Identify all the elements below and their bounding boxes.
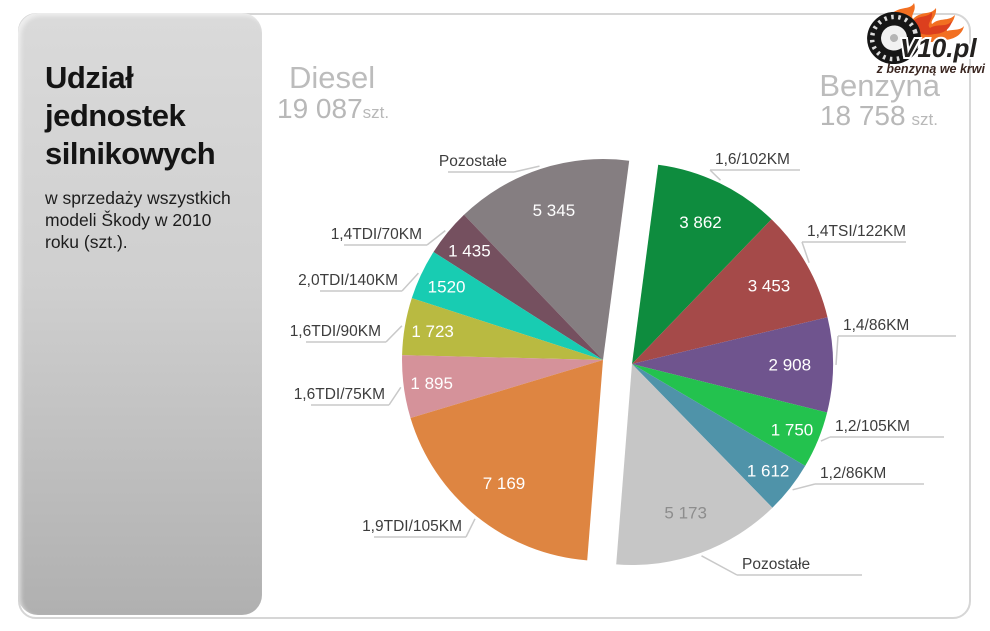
slice-label: 1,4TSI/122KM [807, 223, 906, 240]
slice-label: 1,2/105KM [835, 418, 910, 435]
slice-label: Pozostałe [439, 153, 507, 170]
slice-value-label: 5 173 [664, 503, 707, 522]
page-subtitle: w sprzedaży wszystkich modeli Škody w 20… [45, 188, 231, 253]
diesel-total: 19 087szt. [277, 93, 389, 125]
slice-value-label: 2 908 [769, 356, 812, 375]
slice-value-label: 1 612 [747, 462, 790, 481]
slice-label: 1,4/86KM [843, 317, 909, 334]
slice-value-label: 3 862 [679, 213, 722, 232]
slice-value-label: 1 435 [448, 241, 491, 260]
diesel-header: Diesel [289, 60, 376, 95]
benzyna-total-count: 18 758 [819, 100, 906, 131]
slice-callout-line [792, 483, 924, 491]
slice-label: 1,6/102KM [715, 151, 790, 168]
pie-slice [464, 158, 630, 360]
diesel-total-count: 19 087 [277, 93, 363, 124]
logo-brand-text: V10.pl [900, 33, 977, 63]
slice-value-label: 1 895 [410, 374, 453, 393]
logo-tagline: z benzyną we krwi [876, 62, 985, 76]
pie-slice [632, 364, 828, 466]
pie-slice [410, 360, 603, 561]
slice-callout-line [306, 325, 403, 343]
slice-callout-line [701, 555, 862, 576]
pie-slice [632, 317, 834, 413]
slice-value-label: 1520 [428, 277, 466, 296]
pie-slice [433, 214, 603, 360]
slice-value-label: 5 345 [533, 201, 576, 220]
benzyna-total: 18 758 szt. [820, 100, 938, 132]
tire-icon [867, 11, 921, 64]
pie-slice [632, 364, 806, 508]
slice-callout-line [709, 169, 800, 181]
slice-value-label: 1 723 [411, 322, 454, 341]
slice-label: 1,9TDI/105KM [362, 518, 462, 535]
slice-value-label: 3 453 [748, 277, 791, 296]
slice-callout-line [344, 230, 446, 246]
pie-slice [402, 298, 603, 360]
pie-slice [632, 164, 772, 364]
sidebar-panel: Udział jednostek silnikowych w sprzedaży… [18, 13, 262, 615]
benzyna-header: Benzyna [819, 68, 940, 103]
pie-slice [411, 252, 603, 360]
slice-callout-line [311, 386, 402, 406]
slice-label: 1,4TDI/70KM [331, 226, 422, 243]
pie-slice [616, 364, 773, 566]
slice-label: 1,2/86KM [820, 465, 886, 482]
slice-callout-line [374, 518, 476, 538]
v10-logo: V10.pl [867, 3, 979, 64]
page-title: Udział jednostek silnikowych [45, 60, 216, 171]
slice-label: Pozostałe [742, 556, 810, 573]
slice-callout-line [820, 436, 944, 442]
slice-value-label: 7 169 [483, 474, 526, 493]
pie-slice [632, 219, 828, 364]
benzyna-total-unit: szt. [911, 110, 938, 129]
slice-label: 2,0TDI/140KM [298, 272, 398, 289]
slice-callout-line [835, 335, 956, 365]
slice-label: 1,6TDI/75KM [294, 386, 385, 403]
slice-callout-line [320, 272, 419, 292]
slice-label: 1,6TDI/90KM [290, 323, 381, 340]
slice-callout-line [448, 165, 540, 173]
pie-slice [402, 355, 603, 418]
diesel-total-unit: szt. [362, 103, 390, 122]
slice-value-label: 1 750 [771, 420, 814, 439]
slice-callout-line [801, 241, 906, 263]
